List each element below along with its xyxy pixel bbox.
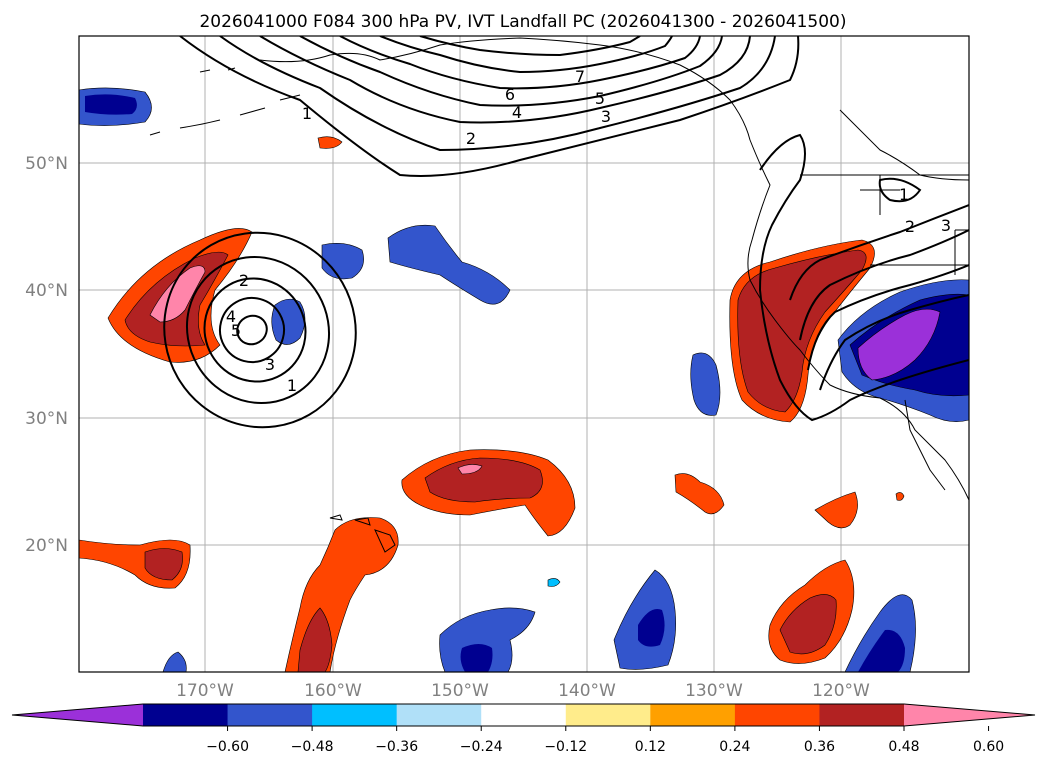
lon-label: 140°W xyxy=(558,681,616,701)
lat-label: 40°N xyxy=(25,281,68,301)
lon-label: 160°W xyxy=(304,681,362,701)
contour-label-5: 5 xyxy=(595,89,605,108)
colorbar-segment xyxy=(396,704,482,726)
contour-label-east-3: 3 xyxy=(941,216,951,235)
colorbar-tick-label: −0.48 xyxy=(291,739,334,755)
contour-label-low-4: 4 xyxy=(226,307,236,326)
contour-label-low-2: 2 xyxy=(239,271,249,290)
contour-label-east-1: 1 xyxy=(899,185,909,204)
colorbar-tick-label: −0.12 xyxy=(544,739,587,755)
map-panel: 7 6 5 4 3 2 1 2 5 4 3 1 1 2 3 xyxy=(79,36,969,672)
contour-label-1: 1 xyxy=(302,104,312,123)
colorbar-tick-label: −0.24 xyxy=(460,739,503,755)
contour-label-low-3: 3 xyxy=(265,355,275,374)
coastlines xyxy=(149,37,969,553)
colorbar-tick-label: 0.12 xyxy=(635,739,666,755)
contour-label-7: 7 xyxy=(575,67,585,86)
contour-label-3: 3 xyxy=(601,107,611,126)
lon-label: 170°W xyxy=(176,681,234,701)
contour-labels: 7 6 5 4 3 2 1 2 5 4 3 1 1 2 3 xyxy=(226,67,951,395)
lat-label: 30°N xyxy=(25,409,68,429)
colorbar-extend-high xyxy=(904,704,1035,726)
contour-label-low-1: 1 xyxy=(287,376,297,395)
lon-label: 120°W xyxy=(812,681,870,701)
colorbar-segment xyxy=(650,704,736,726)
lon-label: 130°W xyxy=(685,681,743,701)
colorbar-tick-label: 0.48 xyxy=(888,739,919,755)
contour-label-low-5: 5 xyxy=(231,321,241,340)
colorbar-tick-label: 0.60 xyxy=(973,739,1004,755)
colorbar-segment xyxy=(481,704,567,726)
contour-label-east-2: 2 xyxy=(905,217,915,236)
colorbar-segment xyxy=(143,704,229,726)
contour-label-4: 4 xyxy=(512,103,522,122)
colorbar-outline xyxy=(11,703,1036,727)
map-frame xyxy=(78,35,970,673)
negative-pv-anomalies xyxy=(79,87,969,672)
lon-label: 150°W xyxy=(431,681,489,701)
latitude-labels: 50°N 40°N 30°N 20°N xyxy=(25,154,68,556)
lat-label: 20°N xyxy=(25,536,68,556)
colorbar-tick-label: −0.60 xyxy=(206,739,249,755)
colorbar-tick-label: −0.36 xyxy=(375,739,418,755)
colorbar-segment xyxy=(819,704,905,726)
longitude-labels: 170°W 160°W 150°W 140°W 130°W 120°W xyxy=(176,681,870,701)
map-title: 2026041000 F084 300 hPa PV, IVT Landfall… xyxy=(199,12,846,32)
colorbar-segment xyxy=(565,704,651,726)
colorbar-tick-label: 0.24 xyxy=(719,739,750,755)
contour-label-2: 2 xyxy=(466,129,476,148)
lat-label: 50°N xyxy=(25,154,68,174)
colorbar-tick-label: 0.36 xyxy=(804,739,835,755)
colorbar-segment xyxy=(227,704,313,726)
pv-contours xyxy=(163,36,969,429)
colorbar-extend-low xyxy=(12,704,143,726)
colorbar: −0.60 −0.48 −0.36 −0.24 −0.12 0.12 0.24 0.36 0.4… xyxy=(11,703,1036,755)
colorbar-segment xyxy=(734,704,820,726)
contour-label-6: 6 xyxy=(505,85,515,104)
colorbar-segment xyxy=(312,704,398,726)
